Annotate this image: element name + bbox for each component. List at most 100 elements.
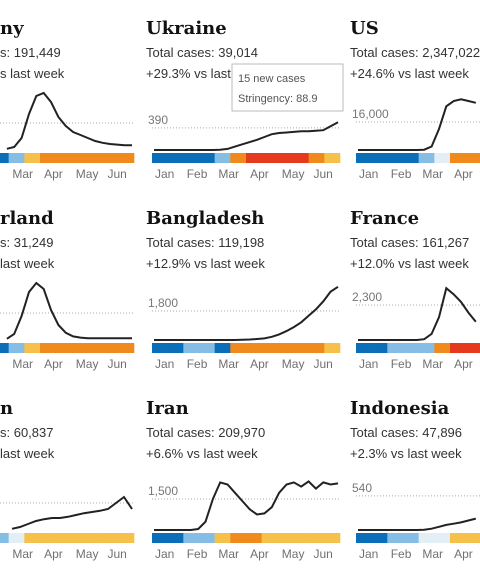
stringency-segment [403,533,419,543]
stringency-segment [308,533,325,543]
panel-subtitle: +12.0% vs last week [350,256,469,271]
month-label: Mar [422,167,443,181]
stringency-segment [40,533,56,543]
month-label: Apr [454,167,473,181]
stringency-segment [24,153,41,163]
month-label: Apr [44,167,63,181]
panel-title: ny [0,18,24,39]
month-label: Jan [155,167,174,181]
stringency-segment [199,533,215,543]
stringency-segment [183,533,200,543]
stringency-segment [8,153,25,163]
stringency-segment [199,153,215,163]
stringency-segment [55,533,72,543]
month-label: Mar [422,547,443,561]
stringency-segment [87,153,103,163]
stringency-segment [356,343,372,353]
month-label: May [76,357,99,371]
stringency-segment [102,533,119,543]
stringency-segment [434,533,451,543]
stringency-segment [71,533,88,543]
stringency-segment [387,533,404,543]
panel-title: Iran [146,398,189,419]
month-label: May [76,167,99,181]
stringency-segment [450,343,466,353]
stringency-segment [387,153,404,163]
panel-subtitle: +29.3% vs last [146,66,231,81]
stringency-segment [434,153,451,163]
stringency-segment [118,533,135,543]
stringency-segment [183,153,200,163]
stringency-segment [371,343,388,353]
panel-subtitle: Total cases: 209,970 [146,425,265,440]
stringency-segment [418,153,435,163]
stringency-segment [465,533,480,543]
month-label: Apr [250,547,269,561]
reference-label: 390 [148,113,168,127]
stringency-segment [214,533,231,543]
month-label: Feb [187,547,208,561]
stringency-segment [465,153,480,163]
panel-subtitle: last week [0,256,55,271]
month-label: Mar [12,547,33,561]
stringency-segment [434,343,451,353]
stringency-segment [277,153,294,163]
case-line [154,121,339,151]
stringency-segment [403,153,419,163]
stringency-segment [450,533,466,543]
stringency-segment [152,343,168,353]
month-label: May [282,357,305,371]
stringency-segment [277,343,294,353]
reference-label: 2,300 [352,290,382,304]
month-label: Mar [218,547,239,561]
stringency-segment [152,533,168,543]
month-label: Mar [218,357,239,371]
stringency-segment [246,343,262,353]
stringency-segment [152,153,168,163]
stringency-segment [465,343,480,353]
month-label: Jun [108,357,127,371]
stringency-segment [308,153,325,163]
month-label: Mar [12,167,33,181]
panel-subtitle: s: 191,449 [0,45,61,60]
stringency-segment [8,533,25,543]
month-label: Feb [187,357,208,371]
stringency-segment [40,343,56,353]
month-label: Mar [218,167,239,181]
month-label: Feb [391,547,412,561]
panel-title: Indonesia [350,398,450,419]
month-label: Jun [314,357,333,371]
month-label: Jan [359,167,378,181]
stringency-segment [261,533,278,543]
month-label: Feb [391,357,412,371]
stringency-segment [199,343,215,353]
month-label: Apr [44,547,63,561]
stringency-segment [324,343,341,353]
stringency-segment [261,153,278,163]
stringency-segment [167,153,184,163]
month-label: Jun [314,547,333,561]
reference-label: 1,500 [148,484,178,498]
stringency-segment [387,343,404,353]
month-label: Apr [454,547,473,561]
stringency-segment [87,533,103,543]
month-label: Jun [108,547,127,561]
stringency-segment [230,533,247,543]
month-label: Jun [108,167,127,181]
month-label: Jan [359,357,378,371]
month-label: Jan [359,547,378,561]
panel-title: France [350,208,419,229]
month-label: Jan [155,357,174,371]
panel-subtitle: s last week [0,66,65,81]
case-line [154,285,339,341]
panel-subtitle: +6.6% vs last week [146,446,258,461]
stringency-segment [371,533,388,543]
stringency-segment [71,343,88,353]
panel-subtitle: s: 60,837 [0,425,54,440]
month-label: Mar [12,357,33,371]
stringency-segment [356,153,372,163]
stringency-segment [356,533,372,543]
case-line [358,286,477,341]
